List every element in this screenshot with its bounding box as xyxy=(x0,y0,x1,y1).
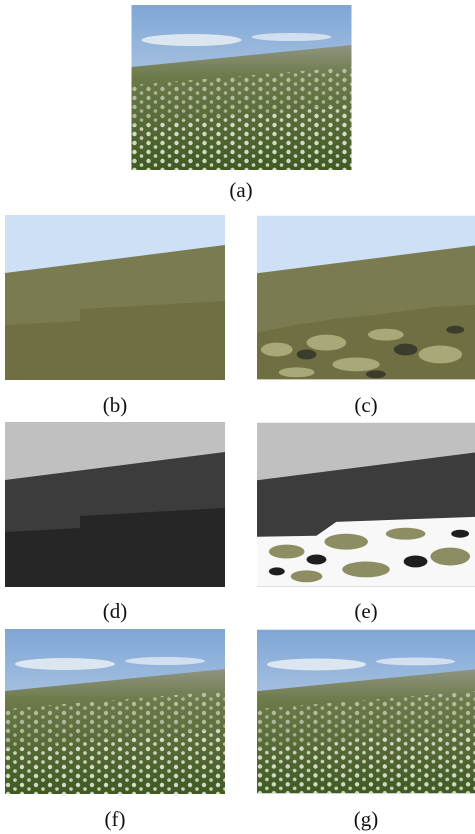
caption: (d) xyxy=(103,599,128,623)
image-b xyxy=(5,215,225,380)
caption: (e) xyxy=(354,599,377,623)
image-c xyxy=(257,216,475,380)
image-d xyxy=(5,422,225,587)
image-f xyxy=(5,629,225,794)
image-a xyxy=(132,5,352,170)
caption: (c) xyxy=(354,393,377,417)
caption: (f) xyxy=(105,807,126,831)
caption: (a) xyxy=(229,178,252,202)
image-g xyxy=(257,630,475,794)
figure: (a) (b) (c) (d) (e) (f) (g) xyxy=(0,0,475,834)
caption: (g) xyxy=(354,807,379,831)
image-e xyxy=(257,423,475,587)
caption: (b) xyxy=(103,393,128,417)
